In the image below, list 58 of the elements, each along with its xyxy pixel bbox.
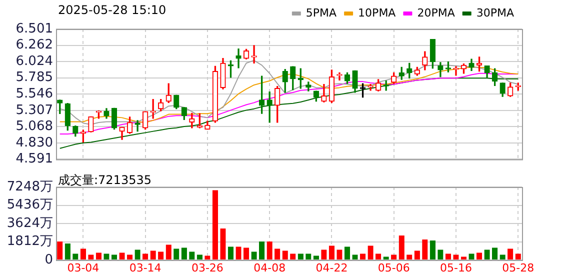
legend-label: 10PMA bbox=[358, 6, 396, 20]
bar bbox=[220, 228, 226, 260]
x-tick-label: 04-08 bbox=[254, 261, 286, 274]
y-tick-label: 3624万 bbox=[6, 216, 53, 231]
x-tick-label: 03-04 bbox=[67, 261, 100, 274]
chart-title: 2025-05-28 15:10 bbox=[58, 3, 166, 17]
bar bbox=[508, 248, 514, 260]
bar bbox=[344, 246, 350, 260]
bar bbox=[166, 244, 172, 260]
y-tick-label: 0 bbox=[44, 252, 53, 268]
bar bbox=[430, 240, 436, 260]
y-tick-label: 5.785 bbox=[16, 70, 53, 86]
candlestick bbox=[251, 45, 257, 64]
bar bbox=[398, 236, 404, 260]
bar bbox=[212, 190, 218, 260]
bar bbox=[236, 246, 242, 260]
y-tick-label: 4.830 bbox=[16, 135, 53, 150]
x-tick-label: 05-06 bbox=[378, 261, 410, 274]
chart-title: 成交量:7213535 bbox=[58, 172, 152, 189]
bar bbox=[336, 250, 342, 260]
y-tick-label: 5436万 bbox=[6, 198, 53, 213]
bar bbox=[266, 242, 272, 260]
y-tick-label: 5.068 bbox=[16, 119, 53, 134]
bar bbox=[438, 250, 444, 260]
bar bbox=[321, 250, 327, 260]
bar bbox=[492, 248, 498, 260]
bar bbox=[328, 246, 335, 260]
y-tick-label: 5.307 bbox=[16, 102, 53, 118]
bar bbox=[274, 248, 280, 260]
x-tick-label: 03-14 bbox=[129, 261, 162, 274]
bar bbox=[258, 242, 265, 260]
bar bbox=[383, 256, 389, 260]
y-tick-label: 6.262 bbox=[16, 38, 53, 53]
x-tick-label: 04-22 bbox=[316, 261, 348, 274]
x-tick-label: 03-26 bbox=[191, 261, 224, 274]
legend-label: 5PMA bbox=[306, 6, 338, 20]
y-tick-label: 6.501 bbox=[16, 21, 53, 36]
bar bbox=[80, 248, 86, 260]
legend-label: 20PMA bbox=[417, 6, 456, 20]
bar bbox=[243, 248, 250, 260]
y-tick-label: 6.024 bbox=[16, 54, 53, 69]
bar bbox=[174, 248, 180, 260]
x-tick-label: 05-16 bbox=[440, 261, 472, 274]
bar bbox=[134, 250, 140, 260]
bar bbox=[228, 246, 234, 260]
y-tick-label: 4.591 bbox=[16, 152, 53, 167]
y-tick-label: 5.546 bbox=[16, 86, 53, 102]
bar bbox=[460, 256, 467, 260]
bar bbox=[368, 246, 374, 260]
bar bbox=[422, 240, 428, 260]
bar bbox=[484, 250, 490, 260]
legend-label: 30PMA bbox=[476, 6, 514, 20]
bar bbox=[181, 248, 187, 260]
bar bbox=[57, 242, 63, 260]
x-tick-label: 05-28 bbox=[502, 261, 534, 274]
y-tick-label: 7248万 bbox=[6, 179, 53, 194]
bar bbox=[64, 244, 70, 260]
y-tick-label: 1812万 bbox=[6, 234, 53, 250]
